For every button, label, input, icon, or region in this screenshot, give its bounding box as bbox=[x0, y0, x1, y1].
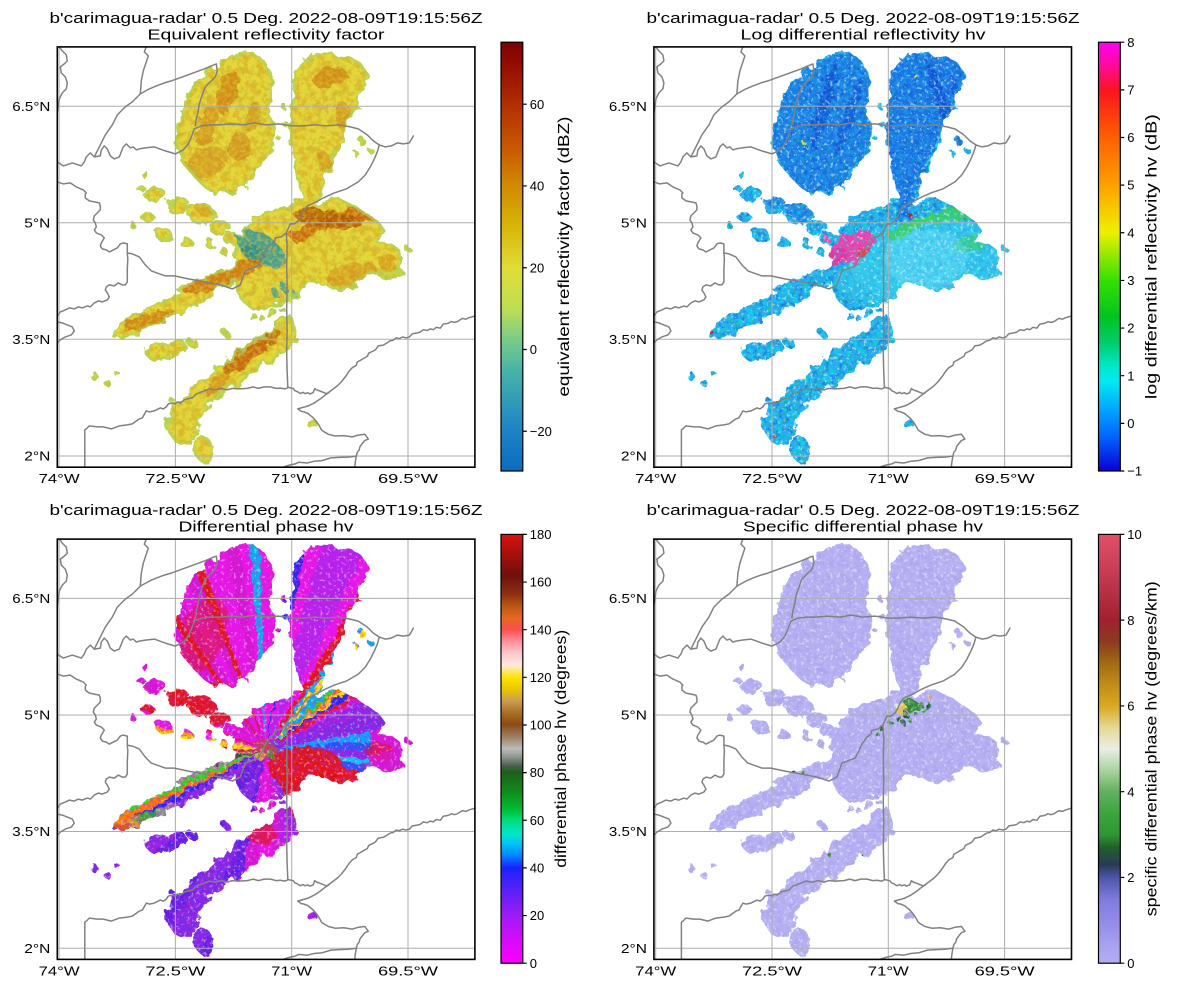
svg-text:40: 40 bbox=[530, 861, 544, 876]
svg-text:2°N: 2°N bbox=[621, 449, 647, 464]
svg-text:72.5°W: 72.5°W bbox=[742, 471, 803, 486]
svg-text:6.5°N: 6.5°N bbox=[12, 591, 50, 606]
svg-text:2: 2 bbox=[1127, 870, 1134, 885]
svg-text:140: 140 bbox=[530, 622, 552, 637]
svg-text:3.5°N: 3.5°N bbox=[609, 824, 647, 839]
svg-text:0: 0 bbox=[1127, 956, 1134, 971]
svg-text:1: 1 bbox=[1127, 368, 1134, 383]
svg-text:6.5°N: 6.5°N bbox=[609, 591, 647, 606]
svg-text:60: 60 bbox=[530, 813, 544, 828]
svg-text:3: 3 bbox=[1127, 273, 1134, 288]
svg-text:5°N: 5°N bbox=[24, 708, 50, 723]
svg-text:6: 6 bbox=[1127, 130, 1134, 145]
svg-text:10: 10 bbox=[1127, 527, 1141, 542]
svg-text:3.5°N: 3.5°N bbox=[12, 332, 50, 347]
svg-text:100: 100 bbox=[530, 718, 552, 733]
svg-text:b'carimagua-radar' 0.5 Deg. 20: b'carimagua-radar' 0.5 Deg. 2022-08-09T1… bbox=[647, 503, 1080, 519]
svg-text:5: 5 bbox=[1127, 178, 1134, 193]
svg-text:40: 40 bbox=[530, 179, 544, 194]
svg-text:5°N: 5°N bbox=[24, 215, 50, 230]
svg-text:69.5°W: 69.5°W bbox=[378, 471, 439, 486]
svg-text:b'carimagua-radar' 0.5 Deg. 20: b'carimagua-radar' 0.5 Deg. 2022-08-09T1… bbox=[50, 11, 483, 27]
svg-text:8: 8 bbox=[1127, 613, 1134, 628]
svg-text:6: 6 bbox=[1127, 699, 1134, 714]
svg-text:log differential reflectivity: log differential reflectivity hv (dB) bbox=[1143, 114, 1160, 399]
svg-text:Equivalent reflectivity factor: Equivalent reflectivity factor bbox=[148, 28, 385, 44]
svg-text:2°N: 2°N bbox=[24, 449, 50, 464]
svg-text:−1: −1 bbox=[1127, 464, 1142, 479]
svg-text:Specific differential phase hv: Specific differential phase hv bbox=[743, 520, 984, 536]
svg-text:equivalent reflectivity factor: equivalent reflectivity factor (dBZ) bbox=[556, 117, 573, 397]
svg-text:74°W: 74°W bbox=[39, 963, 81, 978]
svg-text:2°N: 2°N bbox=[24, 941, 50, 956]
svg-text:b'carimagua-radar' 0.5 Deg. 20: b'carimagua-radar' 0.5 Deg. 2022-08-09T1… bbox=[50, 503, 483, 519]
svg-text:80: 80 bbox=[530, 765, 544, 780]
svg-text:b'carimagua-radar' 0.5 Deg. 20: b'carimagua-radar' 0.5 Deg. 2022-08-09T1… bbox=[647, 11, 1080, 27]
svg-text:differential phase hv (degrees: differential phase hv (degrees) bbox=[553, 630, 570, 868]
svg-text:72.5°W: 72.5°W bbox=[145, 963, 206, 978]
svg-text:71°W: 71°W bbox=[271, 471, 313, 486]
svg-text:0: 0 bbox=[530, 956, 537, 971]
svg-text:Differential phase hv: Differential phase hv bbox=[179, 520, 355, 536]
svg-text:74°W: 74°W bbox=[635, 471, 677, 486]
svg-text:3.5°N: 3.5°N bbox=[609, 332, 647, 347]
svg-text:8: 8 bbox=[1127, 35, 1134, 50]
svg-text:Log differential reflectivity: Log differential reflectivity hv bbox=[741, 28, 987, 44]
svg-text:6.5°N: 6.5°N bbox=[12, 99, 50, 114]
svg-text:71°W: 71°W bbox=[271, 963, 313, 978]
svg-text:74°W: 74°W bbox=[635, 963, 677, 978]
svg-text:0: 0 bbox=[1127, 416, 1134, 431]
svg-text:71°W: 71°W bbox=[868, 963, 910, 978]
svg-text:69.5°W: 69.5°W bbox=[975, 963, 1036, 978]
svg-text:5°N: 5°N bbox=[621, 708, 647, 723]
svg-text:2: 2 bbox=[1127, 321, 1134, 336]
svg-text:20: 20 bbox=[530, 260, 544, 275]
svg-text:60: 60 bbox=[530, 97, 544, 112]
svg-text:0: 0 bbox=[530, 342, 537, 357]
svg-text:72.5°W: 72.5°W bbox=[742, 963, 803, 978]
svg-text:74°W: 74°W bbox=[39, 471, 81, 486]
svg-text:120: 120 bbox=[530, 670, 552, 685]
svg-text:4: 4 bbox=[1127, 225, 1134, 240]
svg-text:20: 20 bbox=[530, 908, 544, 923]
svg-text:−20: −20 bbox=[530, 424, 552, 439]
svg-text:4: 4 bbox=[1127, 784, 1134, 799]
svg-text:specific differential phase hv: specific differential phase hv (degrees/… bbox=[1143, 581, 1160, 916]
svg-text:180: 180 bbox=[530, 527, 552, 542]
svg-text:5°N: 5°N bbox=[621, 215, 647, 230]
svg-text:71°W: 71°W bbox=[868, 471, 910, 486]
svg-text:6.5°N: 6.5°N bbox=[609, 99, 647, 114]
svg-text:69.5°W: 69.5°W bbox=[975, 471, 1036, 486]
svg-text:2°N: 2°N bbox=[621, 941, 647, 956]
svg-text:72.5°W: 72.5°W bbox=[145, 471, 206, 486]
svg-text:160: 160 bbox=[530, 575, 552, 590]
svg-text:69.5°W: 69.5°W bbox=[378, 963, 439, 978]
svg-text:7: 7 bbox=[1127, 82, 1134, 97]
svg-text:3.5°N: 3.5°N bbox=[12, 824, 50, 839]
